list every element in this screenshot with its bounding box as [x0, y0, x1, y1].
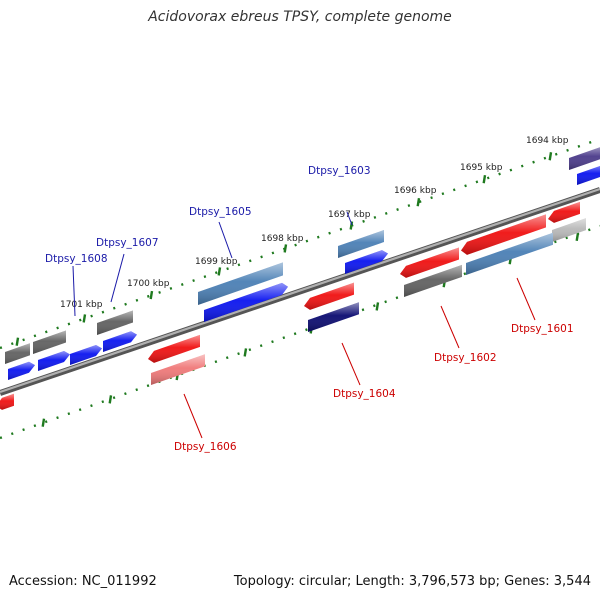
gene-1603[interactable]	[345, 250, 388, 274]
gene-1606-block-shade	[151, 354, 205, 385]
gene-blue-left-edge[interactable]	[8, 361, 35, 380]
tick-label-1700: 1700 kbp	[127, 279, 170, 289]
gene-1607-block-shade	[97, 310, 133, 335]
gene-1606[interactable]	[148, 334, 200, 363]
gene-1606-block[interactable]	[151, 354, 205, 385]
major-tick	[217, 267, 222, 276]
major-tick	[82, 314, 87, 323]
gene-label-dtpsy-1608[interactable]: Dtpsy_1608	[45, 253, 108, 265]
major-tick	[15, 337, 20, 346]
gene-1601[interactable]	[461, 214, 546, 255]
gene-1608-block-shade	[33, 330, 66, 354]
gene-label-dtpsy-1606[interactable]: Dtpsy_1606	[174, 441, 237, 453]
gene-1601-shade	[461, 214, 546, 255]
gene-1608-block[interactable]	[33, 330, 66, 354]
gene-1604-shade	[304, 282, 354, 310]
gene-fwd-small[interactable]	[70, 344, 102, 365]
gene-1605-block[interactable]	[198, 262, 283, 305]
gene-red-edge[interactable]	[548, 201, 580, 223]
leader-line-1605	[218, 221, 233, 259]
gene-blue-edge-shade	[577, 165, 600, 185]
major-tick	[149, 290, 154, 300]
gene-1602-block[interactable]	[404, 264, 462, 297]
tick-track-outer	[0, 137, 600, 350]
leader-line-1601	[516, 277, 536, 321]
major-tick	[375, 302, 380, 311]
tick-label-1698: 1698 kbp	[261, 234, 304, 244]
major-tick	[41, 418, 46, 427]
gene-gray-edge[interactable]	[5, 343, 30, 364]
gene-1608-shade	[38, 350, 70, 371]
gene-red-edge-shade	[548, 201, 580, 223]
gene-1604-block[interactable]	[308, 302, 359, 332]
gene-features	[0, 145, 600, 410]
gene-1603-block-shade	[338, 229, 384, 258]
leader-line-1604	[341, 342, 361, 386]
leader-line-1602	[440, 305, 460, 349]
gene-labels: Dtpsy_1603 Dtpsy_1605 Dtpsy_1607 Dtpsy_1…	[45, 165, 574, 453]
gene-label-dtpsy-1607[interactable]: Dtpsy_1607	[96, 237, 159, 249]
major-tick	[243, 348, 248, 357]
tick-labels: 1694 kbp 1695 kbp 1696 kbp 1697 kbp 1698…	[60, 136, 569, 310]
tick-label-1696: 1696 kbp	[394, 186, 437, 196]
gene-1607[interactable]	[103, 331, 137, 352]
gene-1603-block[interactable]	[338, 229, 384, 258]
gene-1603-shade	[345, 250, 388, 274]
gene-purple-edge-shade	[569, 147, 600, 170]
gene-1602-block-shade	[404, 264, 462, 297]
gene-lightgray-edge[interactable]	[552, 218, 586, 242]
gene-1605-shade	[204, 282, 288, 322]
topology-text: Topology: circular; Length: 3,796,573 bp…	[233, 574, 591, 589]
accession-text: Accession: NC_011992	[9, 574, 157, 589]
gene-1604[interactable]	[304, 282, 354, 310]
gene-1601-block[interactable]	[466, 232, 553, 275]
tick-label-1699: 1699 kbp	[195, 257, 238, 267]
tick-label-1694: 1694 kbp	[526, 136, 569, 146]
gene-red-left-edge[interactable]	[0, 393, 14, 410]
leader-lines	[72, 211, 536, 439]
gene-1607-block[interactable]	[97, 310, 133, 335]
major-tick	[108, 395, 113, 404]
major-tick	[575, 232, 580, 242]
gene-label-dtpsy-1604[interactable]: Dtpsy_1604	[333, 388, 396, 400]
gene-fwd-small-shade	[70, 344, 102, 365]
leader-line-1608	[72, 265, 76, 317]
gene-red-left-edge-shade	[0, 393, 14, 410]
gene-purple-edge[interactable]	[569, 145, 600, 170]
gene-1601-block-shade	[466, 232, 553, 275]
tick-label-1701: 1701 kbp	[60, 300, 103, 310]
genome-backbone	[0, 187, 600, 396]
gene-lightgray-edge-shade	[552, 218, 586, 242]
leader-line-1607	[110, 253, 125, 303]
gene-1602-shade	[400, 247, 459, 278]
gene-1605-block-shade	[198, 262, 283, 305]
leader-line-1606	[183, 393, 203, 439]
gene-1605[interactable]	[204, 282, 288, 322]
gene-1607-shade	[103, 331, 137, 352]
gene-gray-edge-shade	[5, 343, 30, 364]
major-tick	[349, 221, 354, 230]
gene-label-dtpsy-1601[interactable]: Dtpsy_1601	[511, 323, 574, 335]
gene-blue-left-edge-shade	[8, 361, 35, 380]
gene-1602[interactable]	[400, 247, 459, 278]
major-tick	[548, 152, 553, 161]
major-ticks	[15, 152, 580, 427]
gene-blue-edge[interactable]	[577, 164, 600, 185]
gene-label-dtpsy-1603[interactable]: Dtpsy_1603	[308, 165, 371, 177]
tick-label-1695: 1695 kbp	[460, 163, 503, 173]
major-tick	[416, 197, 421, 207]
major-tick	[283, 244, 288, 253]
tick-label-1697: 1697 kbp	[328, 210, 371, 220]
gene-1606-shade	[148, 334, 200, 363]
leader-line-1603	[346, 211, 353, 226]
gene-1604-block-shade	[308, 302, 359, 332]
map-title: Acidovorax ebreus TPSY, complete genome	[148, 9, 452, 25]
gene-1608[interactable]	[38, 350, 70, 371]
major-tick	[482, 175, 487, 184]
gene-label-dtpsy-1605[interactable]: Dtpsy_1605	[189, 206, 252, 218]
gene-label-dtpsy-1602[interactable]: Dtpsy_1602	[434, 352, 497, 364]
